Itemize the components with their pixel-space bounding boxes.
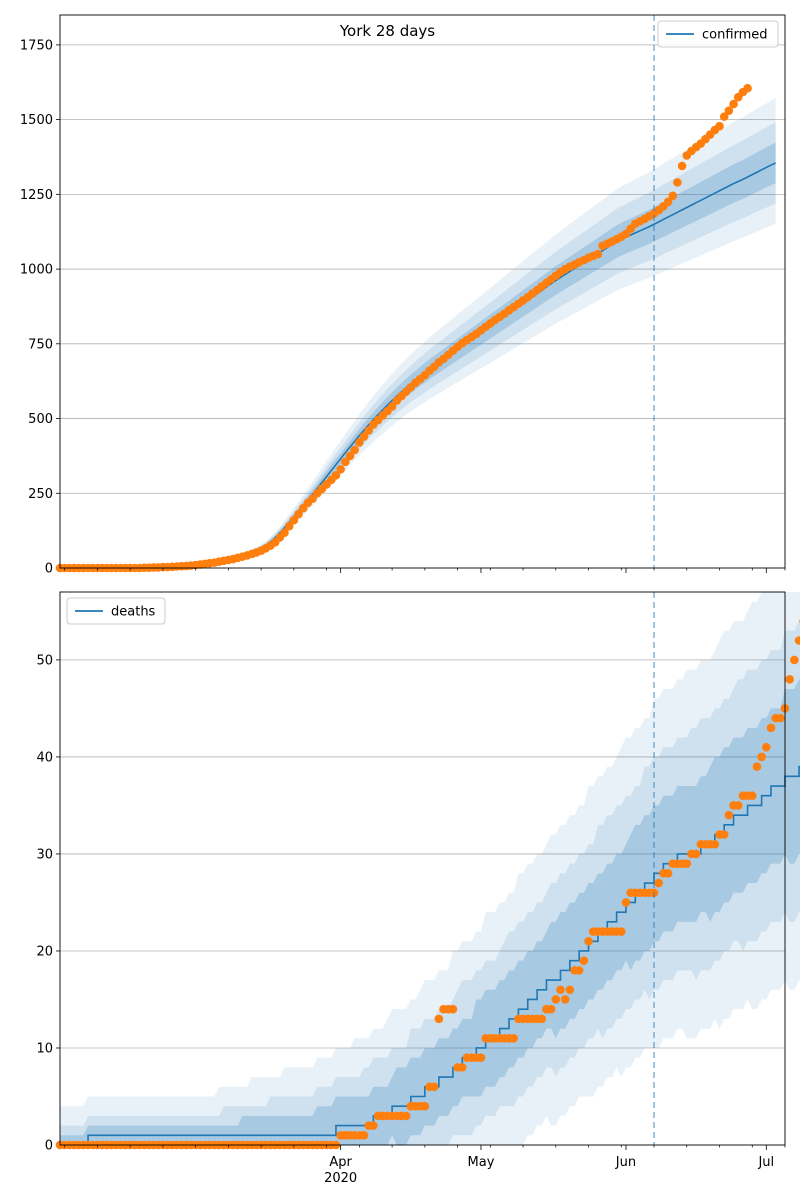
deaths-x-tick-label: Jun (615, 1155, 636, 1170)
confirmed-observed-point (280, 528, 289, 538)
deaths-observed-point (476, 1053, 486, 1062)
deaths-observed-point (616, 927, 626, 936)
deaths-observed-point (752, 762, 762, 771)
deaths-observed-point (359, 1130, 369, 1140)
deaths-y-tick-label: 40 (36, 750, 53, 765)
confirmed-observed-point (284, 521, 294, 531)
confirmed-observed-point (663, 197, 673, 207)
deaths-observed-point (757, 752, 766, 762)
deaths-observed-point (761, 742, 771, 752)
confirmed-chart: 0 250 500 750 1000 1250 1500 1750 York 28 days co… (20, 14, 786, 577)
confirmed-confidence-band (60, 98, 776, 568)
confirmed-observed-point (355, 438, 364, 447)
confirmed-observed-point (294, 509, 303, 519)
confirmed-observed-point (364, 426, 374, 435)
deaths-confidence-band (60, 679, 800, 1145)
deaths-confidence-band (60, 592, 800, 1145)
deaths-observed-point (663, 869, 673, 878)
deaths-observed-point (556, 985, 565, 995)
confirmed-observed-point (724, 106, 734, 115)
confirmed-axes-frame (59, 14, 786, 569)
deaths-observed-point (574, 966, 584, 975)
deaths-y-tick-label: 0 (45, 1139, 53, 1154)
deaths-observed-point (747, 791, 757, 801)
confirmed-confidence-band (60, 142, 776, 568)
confirmed-observed-point (715, 121, 724, 131)
deaths-confidence-band (60, 621, 800, 1145)
deaths-observed-point (551, 995, 561, 1004)
confirmed-observed-point (729, 99, 738, 109)
deaths-observed-point (560, 995, 570, 1004)
deaths-x-tick-label: Apr (329, 1155, 352, 1170)
confirmed-observed-point (336, 465, 345, 474)
deaths-model-line (60, 765, 800, 1146)
confirmed-y-tick-label: 0 (45, 562, 53, 577)
deaths-observed-point (719, 830, 729, 839)
deaths-y-tick-label: 10 (36, 1041, 53, 1056)
deaths-observed-point (776, 713, 785, 723)
deaths-observed-point (579, 956, 589, 965)
deaths-x-tick-label: May (468, 1155, 495, 1170)
confirmed-observed-point (593, 249, 603, 259)
deaths-legend-box (66, 597, 166, 625)
deaths-observed-point (565, 985, 575, 995)
deaths-observed-point (710, 839, 720, 849)
confirmed-y-tick-label: 1750 (20, 38, 53, 53)
confirmed-legend-label: confirmed (702, 28, 768, 43)
confirmed-y-tick-label: 500 (28, 412, 53, 427)
deaths-observed-point (691, 849, 701, 859)
confirmed-observed-point (289, 515, 299, 525)
deaths-observed-point (584, 936, 593, 946)
confirmed-observed-point (341, 457, 350, 467)
confirmed-y-tick-label: 1000 (20, 263, 53, 278)
confirmed-legend-box (657, 20, 779, 48)
confirmed-observed-point (359, 432, 369, 441)
confirmed-observed-point (677, 161, 687, 171)
deaths-y-tick-label: 20 (36, 944, 53, 959)
deaths-observed-point (621, 898, 631, 907)
deaths-observed-point (420, 1101, 430, 1111)
deaths-observed-point (369, 1121, 378, 1130)
deaths-observed-point (682, 859, 692, 868)
confirmed-chart-title: York 28 days (339, 22, 435, 40)
deaths-observed-point (457, 1063, 467, 1072)
deaths-observed-point (401, 1111, 411, 1121)
deaths-observed-point (794, 636, 800, 645)
confirmed-observed-point (743, 83, 752, 93)
deaths-observed-point (785, 675, 794, 684)
confirmed-y-tick-label: 1250 (20, 188, 53, 203)
deaths-observed-point (733, 801, 743, 810)
deaths-observed-point (724, 810, 734, 820)
deaths-y-tick-label: 50 (36, 653, 53, 668)
confirmed-y-tick-label: 1500 (20, 113, 53, 128)
deaths-observed-point (434, 1014, 444, 1024)
deaths-x-tick-label: Jul (757, 1155, 774, 1170)
deaths-observed-point (790, 655, 799, 665)
confirmed-confidence-band (60, 122, 776, 568)
deaths-observed-point (546, 1004, 556, 1014)
deaths-legend-label: deaths (111, 605, 156, 620)
confirmed-observed-point (350, 445, 359, 455)
deaths-observed-point (537, 1014, 547, 1024)
deaths-observed-point (654, 878, 664, 888)
confirmed-observed-point (331, 471, 341, 480)
confirmed-observed-point (668, 191, 678, 201)
confirmed-observed-point (673, 178, 682, 187)
confirmed-observed-point (345, 451, 355, 461)
deaths-y-tick-label: 30 (36, 847, 53, 862)
confirmed-y-tick-label: 250 (28, 487, 53, 502)
deaths-observed-point (766, 723, 776, 733)
confirmed-y-tick-label: 750 (28, 337, 53, 352)
deaths-axes-frame (59, 591, 786, 1146)
deaths-observed-point (509, 1033, 519, 1043)
confirmed-observed-point (719, 112, 729, 121)
deaths-observed-point (448, 1004, 458, 1014)
confirmed-observed-point (387, 402, 397, 411)
deaths-x-tick-sublabel: 2020 (324, 1171, 357, 1186)
deaths-observed-point (429, 1082, 439, 1092)
